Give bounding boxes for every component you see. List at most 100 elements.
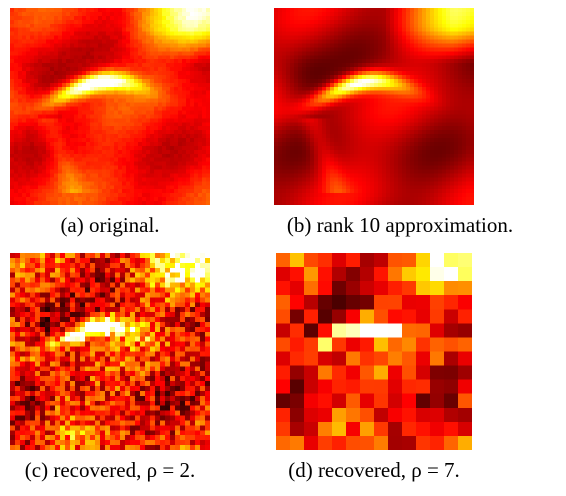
pixel (322, 15, 327, 21)
pixel (170, 71, 175, 76)
pixel (390, 15, 395, 21)
pixel (410, 39, 415, 45)
pixel (326, 90, 331, 96)
pixel (394, 47, 399, 52)
pixel (150, 94, 155, 100)
pixel (294, 35, 299, 41)
pixel (190, 169, 195, 175)
pixel (106, 82, 111, 88)
pixel (462, 157, 467, 163)
pixel (110, 134, 115, 139)
pixel (326, 27, 331, 33)
pixel (190, 189, 195, 194)
pixel (18, 78, 23, 84)
pixel (98, 169, 103, 175)
pixel (94, 138, 99, 143)
pixel (66, 82, 71, 88)
pixel (422, 63, 427, 68)
pixel (298, 59, 303, 64)
pixel (78, 169, 83, 175)
pixel (334, 86, 339, 92)
pixel (78, 110, 83, 115)
pixel (358, 110, 363, 115)
pixel (138, 177, 143, 182)
pixel (106, 197, 111, 202)
pixel (406, 27, 411, 33)
pixel (462, 114, 467, 119)
pixel (118, 157, 123, 163)
pixel (302, 67, 307, 72)
pixel (26, 181, 31, 186)
pixel (46, 122, 51, 127)
pixel (58, 189, 63, 194)
pixel (274, 71, 279, 76)
pixel (106, 201, 111, 205)
pixel (202, 74, 207, 80)
pixel (398, 122, 403, 127)
pixel (94, 8, 99, 13)
pixel (38, 149, 43, 155)
pixel (370, 98, 375, 104)
pixel (70, 134, 75, 139)
pixel (182, 106, 187, 112)
pixel (22, 63, 27, 68)
pixel (282, 67, 287, 72)
pixel (422, 157, 427, 163)
pixel (326, 106, 331, 112)
pixel (378, 153, 383, 159)
pixel (290, 11, 295, 17)
pixel (170, 153, 175, 159)
pixel (146, 35, 151, 41)
pixel (346, 39, 351, 45)
pixel (398, 189, 403, 194)
pixel (382, 149, 387, 155)
pixel (362, 165, 367, 171)
pixel (194, 149, 199, 155)
pixel (358, 141, 363, 147)
pixel (42, 102, 47, 108)
pixel (206, 181, 210, 186)
pixel (358, 35, 363, 41)
pixel (198, 141, 203, 147)
pixel (66, 189, 71, 194)
pixel (410, 102, 415, 108)
pixel (202, 11, 207, 17)
pixel (34, 161, 39, 167)
pixel (106, 110, 111, 115)
pixel (94, 11, 99, 17)
pixel (114, 11, 119, 17)
pixel (298, 114, 303, 119)
pixel (110, 201, 115, 205)
pixel (158, 86, 163, 92)
pixel (334, 134, 339, 139)
pixel (190, 118, 195, 123)
pixel (138, 78, 143, 84)
pixel (162, 157, 167, 163)
pixel (350, 114, 355, 119)
pixel (462, 67, 467, 72)
pixel (326, 153, 331, 159)
pixel (14, 67, 19, 72)
pixel (154, 134, 159, 139)
pixel (298, 126, 303, 131)
pixel (350, 197, 355, 202)
pixel (298, 43, 303, 48)
pixel (318, 74, 323, 80)
pixel (410, 11, 415, 17)
pixel (374, 161, 379, 167)
pixel (90, 138, 95, 143)
pixel (50, 126, 55, 131)
pixel (130, 145, 135, 151)
pixel (278, 47, 283, 52)
pixel (202, 130, 207, 135)
pixel (358, 47, 363, 52)
pixel (58, 161, 63, 167)
pixel (114, 106, 119, 112)
pixel (190, 98, 195, 104)
pixel (318, 173, 323, 179)
pixel (366, 43, 371, 48)
pixel (286, 71, 291, 76)
pixel (78, 19, 83, 25)
pixel (86, 173, 91, 179)
pixel (146, 74, 151, 80)
